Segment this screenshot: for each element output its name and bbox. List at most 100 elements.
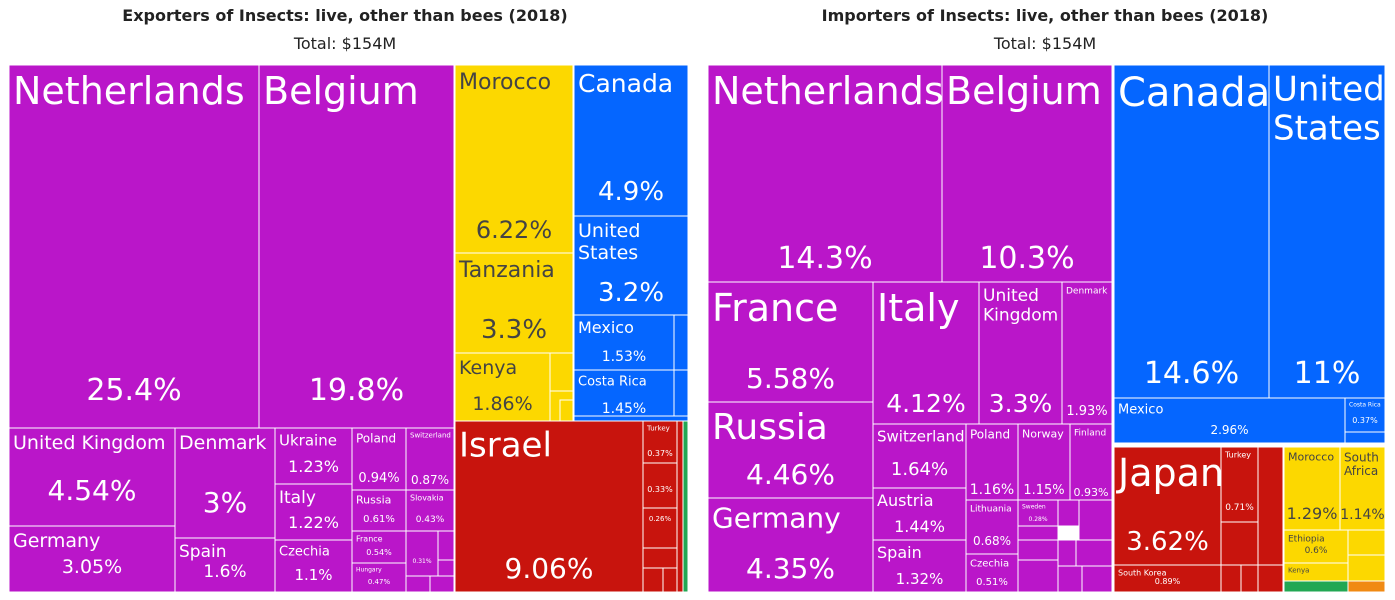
tile-kenya[interactable] <box>454 352 551 422</box>
minor-north_america-cell[interactable] <box>1344 431 1386 444</box>
tile-value-lithuania: 0.68% <box>973 534 1011 548</box>
tile-lithuania[interactable] <box>965 499 1019 555</box>
minor-europe-cell[interactable] <box>405 575 431 593</box>
tile-united-kingdom[interactable] <box>8 427 176 527</box>
tile-united-states[interactable] <box>573 215 689 316</box>
tile-united-kingdom[interactable] <box>978 281 1063 425</box>
tile-slovakia[interactable] <box>405 489 455 532</box>
tile-value-united-states: 11% <box>1294 356 1361 391</box>
minor-europe-cell[interactable] <box>1057 539 1077 567</box>
tile-sweden[interactable] <box>1017 499 1059 527</box>
tile-kenya[interactable] <box>1283 562 1349 582</box>
tile-name-austria: Austria <box>877 491 934 510</box>
tile-other[interactable] <box>642 507 678 549</box>
minor-south_america-cell[interactable] <box>682 420 689 593</box>
tile-south-korea[interactable] <box>1113 564 1222 593</box>
minor-africa-cell[interactable] <box>559 399 574 422</box>
tile-netherlands[interactable] <box>707 64 943 283</box>
tile-spain[interactable] <box>174 537 276 593</box>
exporters-title: Exporters of Insects: live, other than b… <box>122 6 568 25</box>
tile-other[interactable] <box>405 530 439 577</box>
minor-africa-cell[interactable] <box>1347 529 1386 556</box>
tile-belgium[interactable] <box>258 64 455 429</box>
tile-name-france: France <box>712 286 838 330</box>
tile-hungary[interactable] <box>351 562 407 593</box>
tile-tanzania[interactable] <box>454 252 574 354</box>
tile-poland[interactable] <box>351 427 407 491</box>
tile-name-united-kingdom: Kingdom <box>983 306 1058 326</box>
tile-denmark[interactable] <box>174 427 276 539</box>
tile-name-lithuania: Lithuania <box>970 505 1012 515</box>
tile-mexico[interactable] <box>573 314 675 371</box>
tile-value-sweden: 0.28% <box>1028 516 1047 523</box>
tile-belgium[interactable] <box>941 64 1113 283</box>
minor-europe-cell[interactable] <box>1078 499 1113 541</box>
tile-canada[interactable] <box>1113 64 1270 399</box>
tile-name-netherlands: Netherlands <box>712 69 944 113</box>
minor-europe-cell[interactable] <box>429 575 455 593</box>
tile-poland[interactable] <box>965 423 1019 501</box>
minor-africa-cell[interactable] <box>549 352 574 392</box>
minor-asia-cell[interactable] <box>662 567 678 593</box>
tile-turkey[interactable] <box>1220 446 1259 523</box>
minor-europe-cell[interactable] <box>1081 565 1113 593</box>
tile-united-states[interactable] <box>1268 64 1386 399</box>
importers-total: Total: $154M <box>993 34 1097 53</box>
tile-germany[interactable] <box>8 525 176 593</box>
minor-north_america-cell[interactable] <box>673 369 689 417</box>
minor-europe-cell[interactable] <box>437 559 455 577</box>
minor-asia-cell[interactable] <box>676 420 684 593</box>
tile-czechia[interactable] <box>965 553 1019 593</box>
tile-costa-rica[interactable] <box>1344 397 1386 433</box>
tile-morocco[interactable] <box>1283 446 1341 531</box>
tile-denmark[interactable] <box>1061 281 1113 425</box>
tile-name-germany: Germany <box>13 530 100 552</box>
tile-france[interactable] <box>351 530 407 564</box>
minor-europe-cell[interactable] <box>1057 499 1080 527</box>
tile-name-denmark: Denmark <box>1066 287 1108 297</box>
tile-value-israel: 9.06% <box>505 552 594 585</box>
tile-name-costa-rica: Costa Rica <box>1349 402 1381 409</box>
minor-europe-cell[interactable] <box>1017 559 1059 593</box>
minor-oceania-cell[interactable] <box>1347 580 1386 593</box>
minor-asia-cell[interactable] <box>1257 446 1284 566</box>
tile-morocco[interactable] <box>454 64 574 254</box>
tile-mexico[interactable] <box>1113 397 1346 444</box>
tile-france[interactable] <box>707 281 874 403</box>
tile-russia[interactable] <box>351 489 407 532</box>
tile-canada[interactable] <box>573 64 689 217</box>
tile-netherlands[interactable] <box>8 64 260 429</box>
tile-value-other: 0.31% <box>412 558 431 565</box>
tile-value-russia: 4.46% <box>746 458 835 491</box>
minor-asia-cell[interactable] <box>642 567 664 593</box>
tile-costa-rica[interactable] <box>573 369 675 417</box>
minor-europe-cell[interactable] <box>1017 525 1059 541</box>
tile-israel[interactable] <box>454 420 644 593</box>
minor-south_america-cell[interactable] <box>1283 580 1349 593</box>
tile-value-spain: 1.6% <box>203 562 246 582</box>
minor-europe-cell[interactable] <box>1057 565 1083 593</box>
minor-europe-cell[interactable] <box>1017 539 1059 561</box>
tile-value-finland: 0.93% <box>1074 486 1109 499</box>
tile-value-ethiopia: 0.6% <box>1305 546 1328 556</box>
minor-asia-cell[interactable] <box>642 547 678 569</box>
minor-north_america-cell[interactable] <box>673 314 689 371</box>
minor-europe-cell[interactable] <box>1075 539 1113 567</box>
tile-finland[interactable] <box>1069 423 1113 501</box>
tile-south-africa[interactable] <box>1339 446 1386 531</box>
tile-czechia[interactable] <box>274 539 353 593</box>
tile-name-canada: Canada <box>1118 70 1270 116</box>
minor-asia-cell[interactable] <box>1220 521 1259 566</box>
tile-value-morocco: 6.22% <box>476 216 552 244</box>
tile-russia[interactable] <box>707 401 874 499</box>
tile-turkey[interactable] <box>642 420 678 464</box>
minor-asia-cell[interactable] <box>1240 564 1259 593</box>
minor-asia-cell[interactable] <box>1220 564 1242 593</box>
tile-norway[interactable] <box>1017 423 1071 501</box>
tile-value-norway: 1.15% <box>1023 483 1064 498</box>
minor-africa-cell[interactable] <box>1347 554 1386 582</box>
tile-ukraine[interactable] <box>274 427 353 485</box>
tile-ethiopia[interactable] <box>1283 529 1349 564</box>
tile-switzerland[interactable] <box>405 427 455 491</box>
minor-asia-cell[interactable] <box>1257 564 1284 593</box>
